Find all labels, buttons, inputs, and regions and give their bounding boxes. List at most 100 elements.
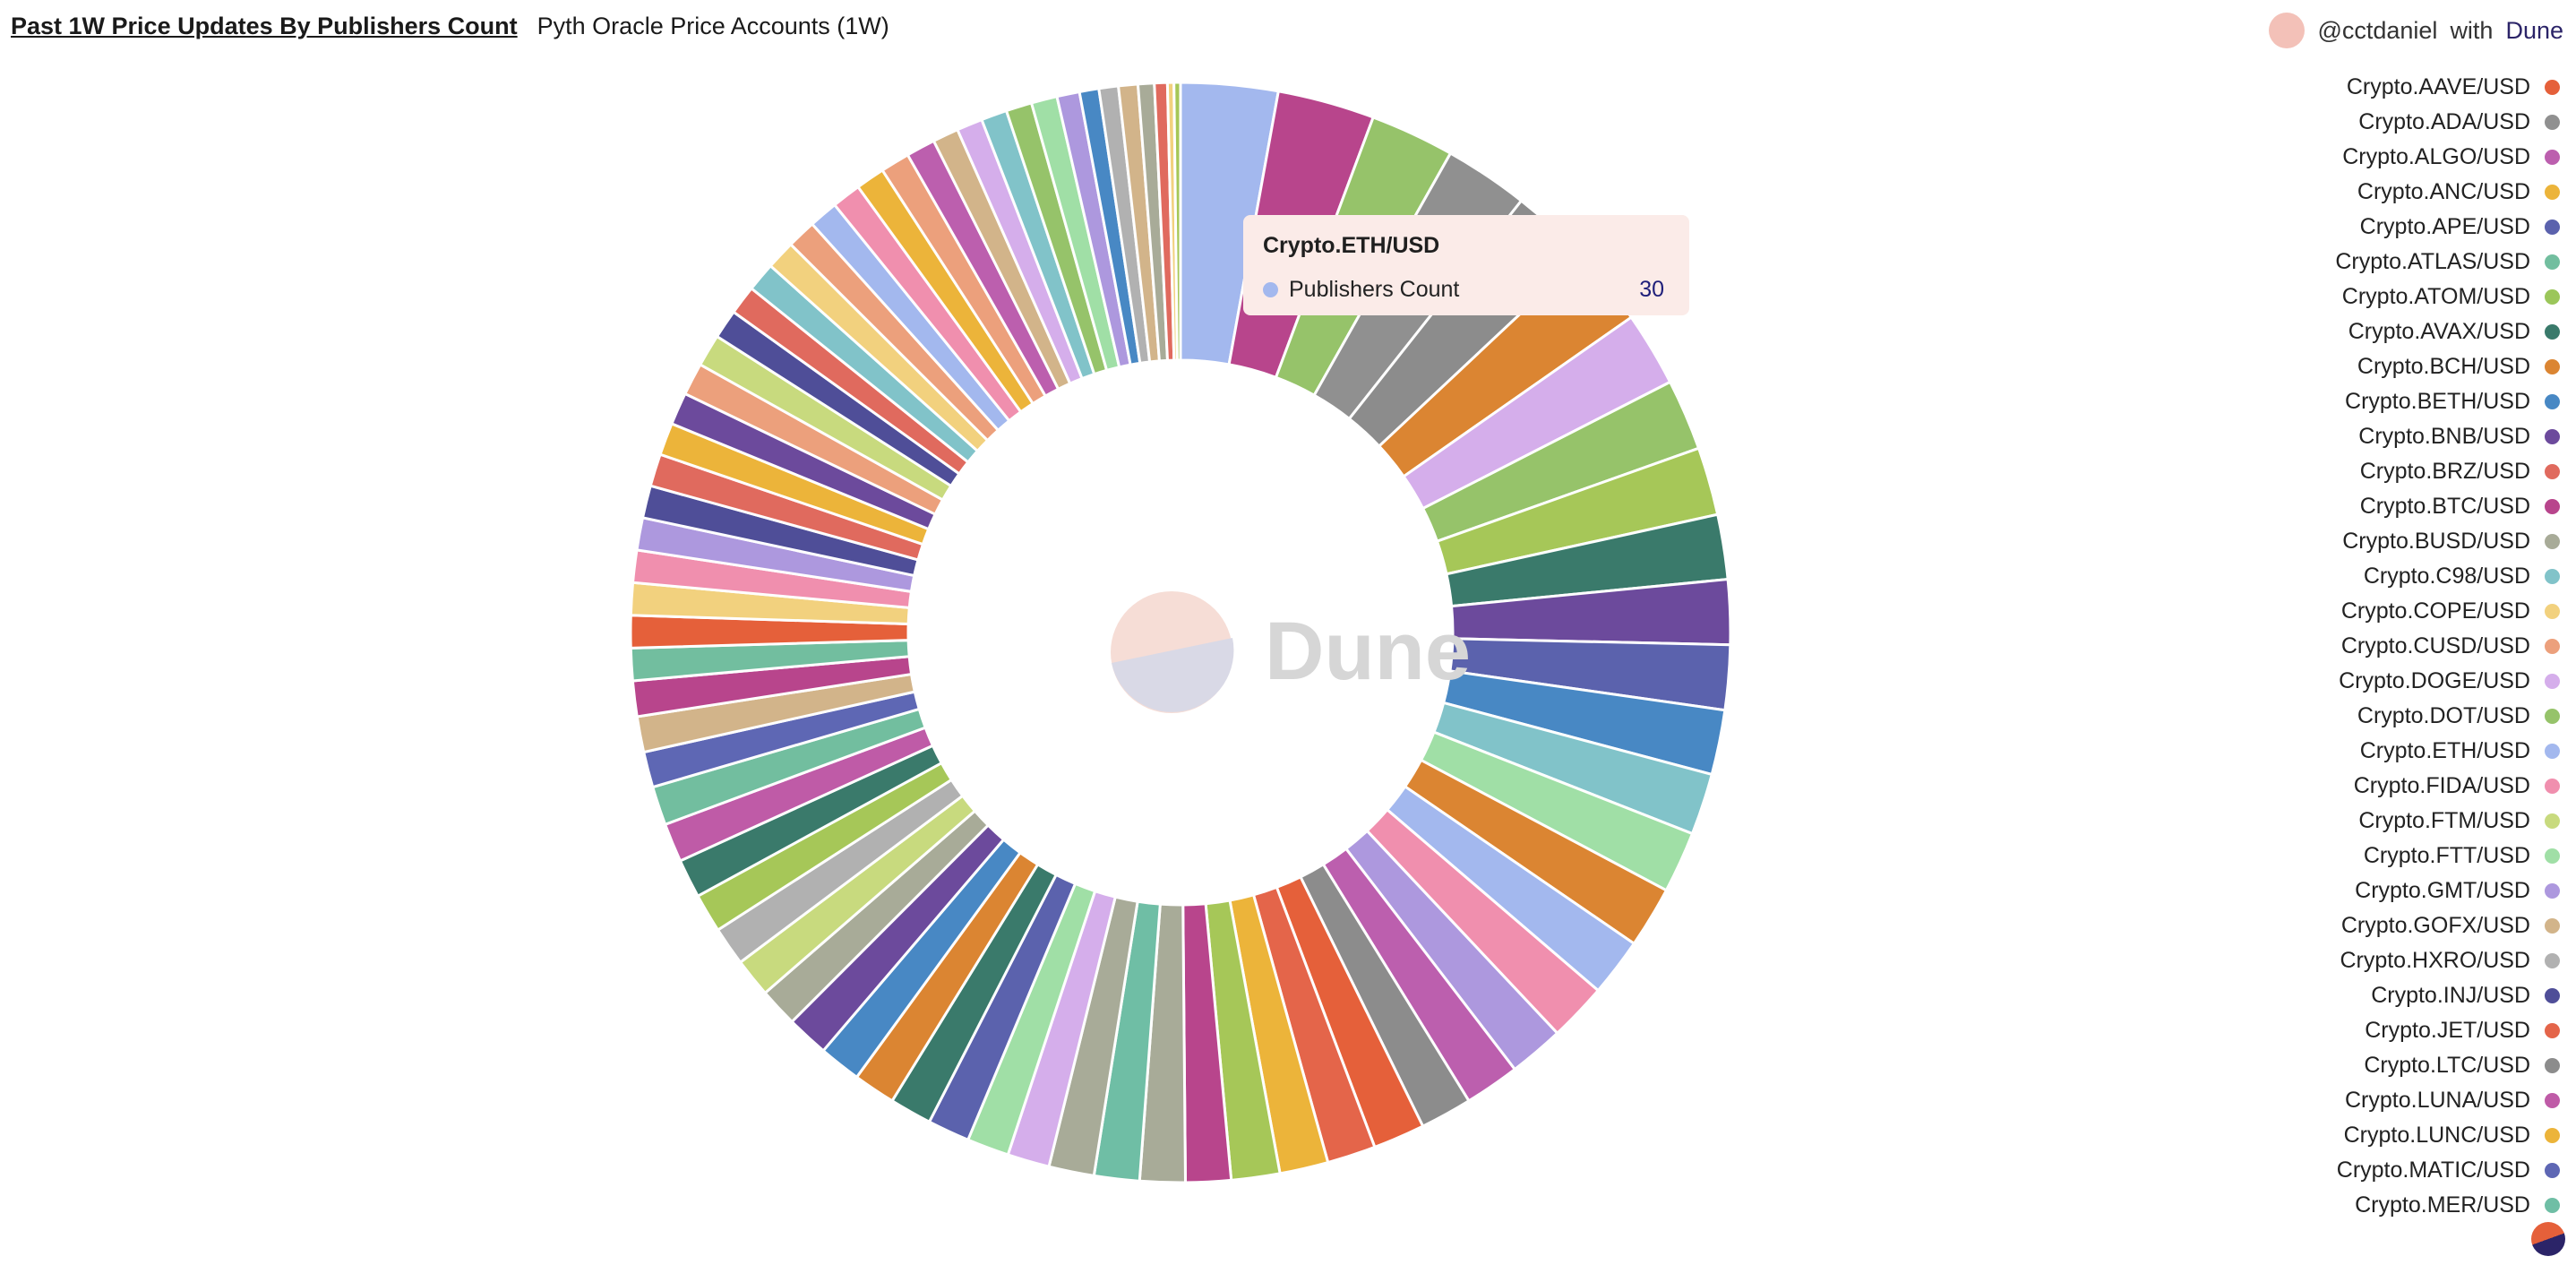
legend-label: Crypto.FTT/USD: [2363, 843, 2530, 868]
tooltip-value: 30: [1639, 277, 1664, 302]
legend-swatch: [2545, 848, 2560, 864]
legend-label: Crypto.AVAX/USD: [2348, 319, 2530, 344]
legend-item[interactable]: Crypto.ATLAS/USD: [2291, 245, 2560, 280]
visualization-subtitle: Pyth Oracle Price Accounts (1W): [537, 13, 889, 39]
legend-item[interactable]: Crypto.BUSD/USD: [2291, 524, 2560, 559]
legend-label: Crypto.BTC/USD: [2359, 494, 2530, 519]
legend-swatch: [2545, 80, 2560, 95]
legend-swatch: [2545, 1058, 2560, 1073]
legend-item[interactable]: Crypto.HXRO/USD: [2291, 943, 2560, 978]
chart-header: Past 1W Price Updates By Publishers Coun…: [11, 13, 889, 40]
legend-item[interactable]: Crypto.ANC/USD: [2291, 175, 2560, 210]
legend-label: Crypto.ANC/USD: [2357, 179, 2530, 204]
legend-swatch: [2545, 604, 2560, 619]
chart-legend: Crypto.AAVE/USD Crypto.ADA/USD Crypto.ALGO…: [2291, 70, 2560, 1223]
author-username[interactable]: @cctdaniel: [2317, 16, 2438, 44]
legend-item[interactable]: Crypto.BETH/USD: [2291, 384, 2560, 419]
legend-label: Crypto.LUNC/USD: [2343, 1123, 2530, 1148]
legend-swatch: [2545, 429, 2560, 444]
tooltip-series-dot: [1263, 282, 1278, 297]
tooltip-title: Crypto.ETH/USD: [1263, 233, 1440, 258]
legend-swatch: [2545, 918, 2560, 934]
legend-item[interactable]: Crypto.DOGE/USD: [2291, 664, 2560, 699]
legend-label: Crypto.FTM/USD: [2358, 808, 2530, 833]
legend-item[interactable]: Crypto.DOT/USD: [2291, 699, 2560, 734]
legend-item[interactable]: Crypto.GMT/USD: [2291, 873, 2560, 908]
legend-label: Crypto.CUSD/USD: [2340, 633, 2530, 658]
legend-swatch: [2545, 499, 2560, 514]
user-avatar[interactable]: [2269, 13, 2306, 48]
donut-slice[interactable]: [1172, 81, 1182, 362]
legend-label: Crypto.GMT/USD: [2355, 878, 2530, 903]
legend-item[interactable]: Crypto.FTT/USD: [2291, 839, 2560, 873]
legend-item[interactable]: Crypto.AAVE/USD: [2291, 70, 2560, 105]
legend-item[interactable]: Crypto.ATOM/USD: [2291, 280, 2560, 314]
legend-label: Crypto.AAVE/USD: [2346, 74, 2530, 99]
legend-label: Crypto.ATLAS/USD: [2335, 249, 2530, 274]
legend-label: Crypto.ETH/USD: [2359, 738, 2530, 763]
legend-item[interactable]: Crypto.BNB/USD: [2291, 419, 2560, 454]
legend-swatch: [2545, 464, 2560, 479]
legend-item[interactable]: Crypto.GOFX/USD: [2291, 908, 2560, 943]
legend-item[interactable]: Crypto.COPE/USD: [2291, 594, 2560, 629]
legend-item[interactable]: Crypto.ALGO/USD: [2291, 140, 2560, 175]
legend-label: Crypto.BCH/USD: [2357, 354, 2530, 379]
legend-item[interactable]: Crypto.BCH/USD: [2291, 349, 2560, 384]
legend-label: Crypto.BETH/USD: [2345, 389, 2530, 414]
legend-label: Crypto.HXRO/USD: [2340, 948, 2530, 973]
legend-item[interactable]: Crypto.BRZ/USD: [2291, 454, 2560, 489]
legend-swatch: [2545, 988, 2560, 1003]
legend-item[interactable]: Crypto.MER/USD: [2291, 1188, 2560, 1223]
watermark-logo-bottom: [1112, 638, 1234, 712]
legend-swatch: [2545, 779, 2560, 794]
author-credit: @cctdaniel with Dune: [2269, 13, 2563, 48]
legend-swatch: [2545, 254, 2560, 270]
legend-swatch: [2545, 359, 2560, 374]
legend-item[interactable]: Crypto.AVAX/USD: [2291, 314, 2560, 349]
query-title-link[interactable]: Past 1W Price Updates By Publishers Coun…: [11, 13, 518, 39]
legend-swatch: [2545, 744, 2560, 759]
legend-item[interactable]: Crypto.JET/USD: [2291, 1013, 2560, 1048]
credit-with-text: with: [2450, 16, 2494, 44]
legend-label: Crypto.ADA/USD: [2358, 109, 2530, 134]
legend-swatch: [2545, 569, 2560, 584]
legend-swatch: [2545, 953, 2560, 968]
legend-swatch: [2545, 1093, 2560, 1108]
legend-swatch: [2545, 639, 2560, 654]
legend-item[interactable]: Crypto.LTC/USD: [2291, 1048, 2560, 1083]
legend-label: Crypto.FIDA/USD: [2353, 773, 2530, 798]
legend-item[interactable]: Crypto.APE/USD: [2291, 210, 2560, 245]
legend-item[interactable]: Crypto.MATIC/USD: [2291, 1153, 2560, 1188]
legend-label: Crypto.LUNA/USD: [2345, 1088, 2530, 1113]
legend-swatch: [2545, 883, 2560, 899]
legend-label: Crypto.BUSD/USD: [2342, 529, 2530, 554]
legend-swatch: [2545, 289, 2560, 305]
legend-swatch: [2545, 150, 2560, 165]
legend-swatch: [2545, 709, 2560, 724]
chart-tooltip: Crypto.ETH/USD Publishers Count 30: [1243, 215, 1689, 315]
legend-swatch: [2545, 1163, 2560, 1178]
legend-swatch: [2545, 1128, 2560, 1143]
legend-label: Crypto.BRZ/USD: [2359, 459, 2530, 484]
legend-item[interactable]: Crypto.BTC/USD: [2291, 489, 2560, 524]
legend-item[interactable]: Crypto.CUSD/USD: [2291, 629, 2560, 664]
donut-slices: [629, 81, 1732, 1184]
legend-item[interactable]: Crypto.LUNC/USD: [2291, 1118, 2560, 1153]
legend-swatch: [2545, 674, 2560, 689]
legend-item[interactable]: Crypto.ADA/USD: [2291, 105, 2560, 140]
legend-label: Crypto.MER/USD: [2355, 1192, 2530, 1218]
legend-swatch: [2545, 185, 2560, 200]
legend-item[interactable]: Crypto.INJ/USD: [2291, 978, 2560, 1013]
legend-item[interactable]: Crypto.FTM/USD: [2291, 804, 2560, 839]
legend-swatch: [2545, 1198, 2560, 1213]
dune-watermark: Dune: [1111, 591, 1471, 713]
dune-brand-link[interactable]: Dune: [2505, 16, 2563, 44]
legend-item[interactable]: Crypto.LUNA/USD: [2291, 1083, 2560, 1118]
legend-swatch: [2545, 219, 2560, 235]
legend-item[interactable]: Crypto.ETH/USD: [2291, 734, 2560, 769]
legend-swatch: [2545, 115, 2560, 130]
legend-item[interactable]: Crypto.C98/USD: [2291, 559, 2560, 594]
legend-label: Crypto.MATIC/USD: [2336, 1157, 2530, 1183]
legend-item[interactable]: Crypto.FIDA/USD: [2291, 769, 2560, 804]
